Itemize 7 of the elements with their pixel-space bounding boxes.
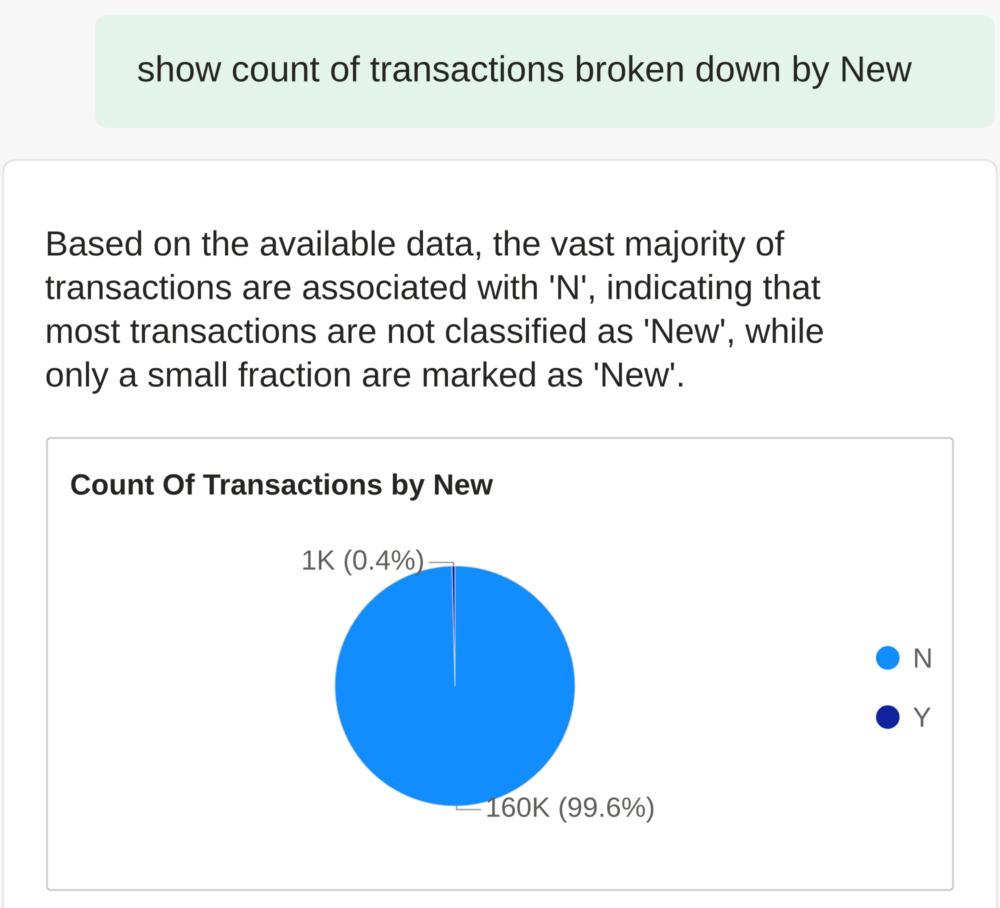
text: Based on the available data, the vast majority of transactions are associated with 'N', indicating that most transactions are not classified as 'New', while only a small fraction are marked as 'New'. [46,230,823,394]
legend-label: N [915,648,931,668]
text: show count of transactions broken down by New [138,55,912,89]
chart-title: Count Of Transactions by New [71,473,494,501]
legend-label: Y [913,708,931,727]
data-label: 160K (99.6%) [487,796,654,823]
data-label: 1K (0.4%) [303,549,423,576]
